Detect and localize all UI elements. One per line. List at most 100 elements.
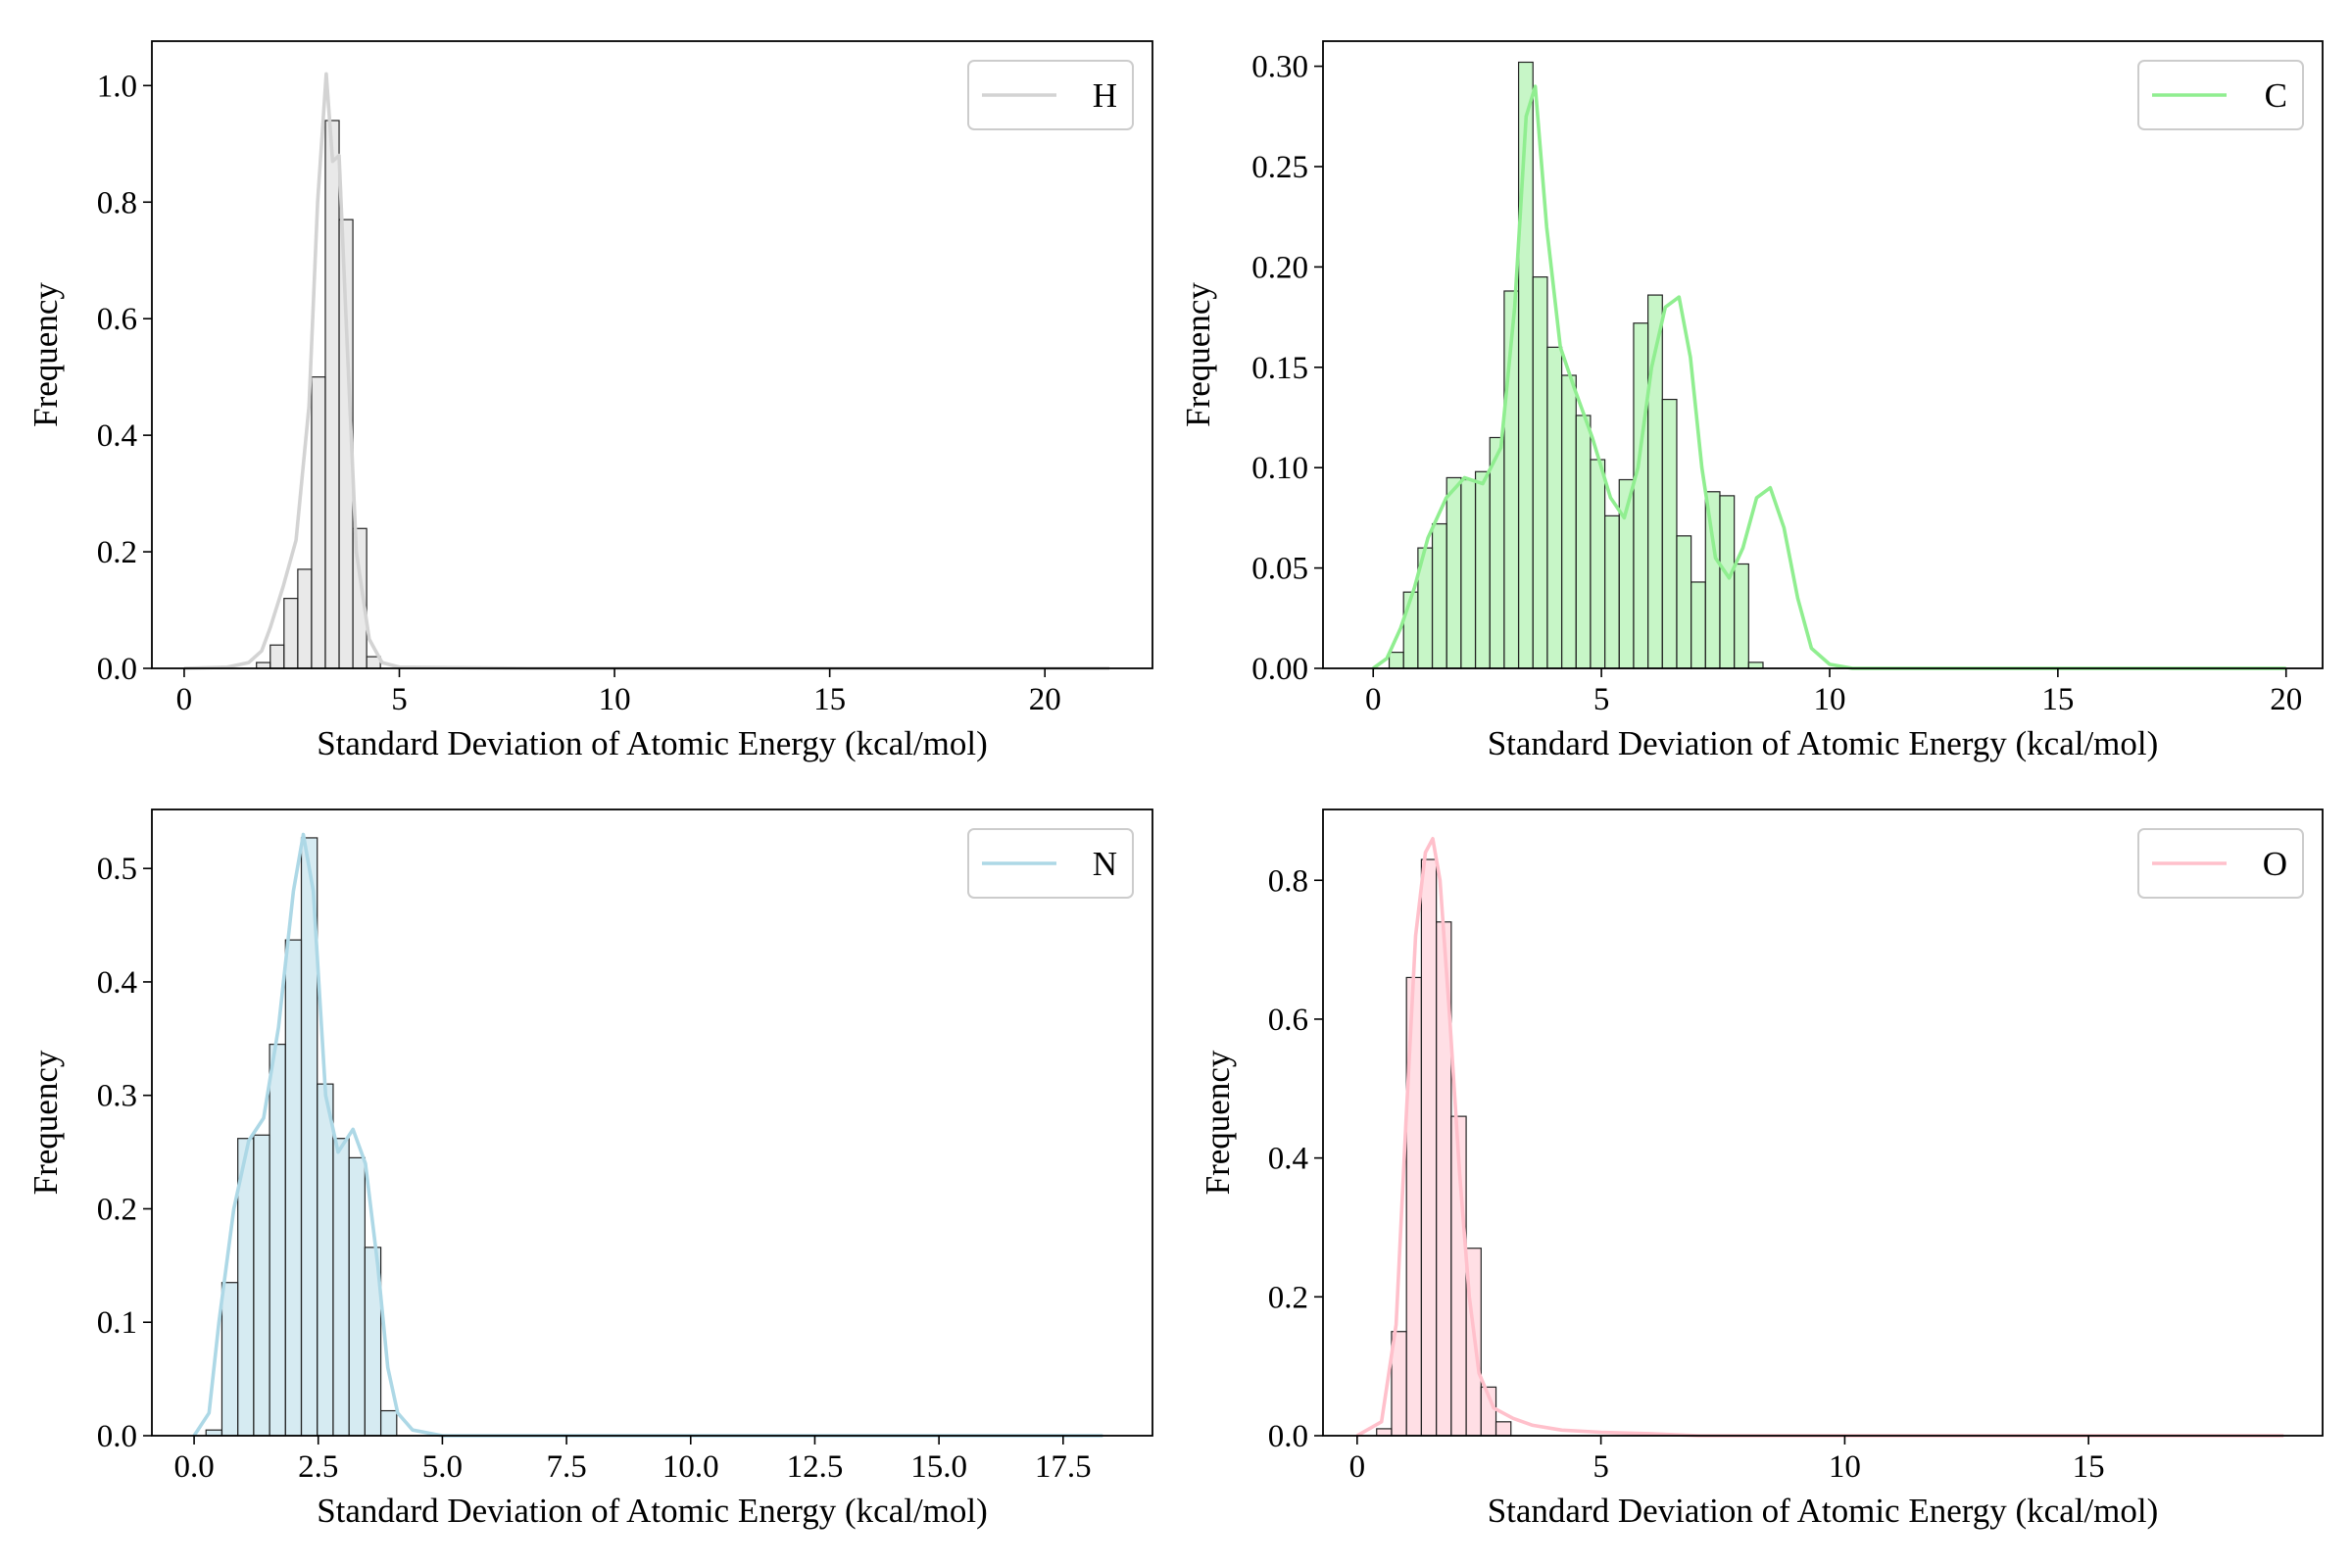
x-axis-label: Standard Deviation of Atomic Energy (kca… (317, 724, 988, 762)
x-tick-label: 15.0 (910, 1449, 967, 1485)
x-tick-label: 10 (1829, 1449, 1861, 1485)
bar (1546, 346, 1563, 669)
legend-label: C (2265, 76, 2287, 115)
y-tick-label: 0.20 (1251, 250, 1308, 285)
y-tick-label: 0.0 (1268, 1419, 1308, 1454)
kde-line (192, 832, 1103, 1438)
bar (324, 120, 340, 669)
bar (1474, 470, 1491, 669)
bar (379, 1409, 398, 1437)
axes-frame (151, 808, 1153, 1437)
histogram-bars (1388, 61, 1764, 669)
y-tick-label: 0.5 (97, 852, 137, 887)
bar (269, 1044, 286, 1437)
bar (1661, 398, 1678, 669)
bar (220, 1282, 239, 1437)
x-axis-label: Standard Deviation of Atomic Energy (kca… (1488, 724, 2159, 762)
x-tick-label: 2.5 (298, 1449, 338, 1485)
legend: O (2137, 828, 2304, 899)
bar (1489, 436, 1505, 669)
y-tick-label: 0.4 (1268, 1142, 1308, 1177)
legend: C (2137, 60, 2304, 130)
bar (1604, 514, 1620, 669)
x-tick-label: 15 (2041, 682, 2074, 717)
x-tick-label: 0.0 (173, 1449, 214, 1485)
histogram-bars (205, 837, 398, 1437)
x-tick-label: 20 (1029, 682, 1061, 717)
axes-frame (1322, 808, 2324, 1437)
bar (317, 1083, 334, 1437)
y-tick-label: 0.4 (97, 418, 137, 454)
subplot-2: 0 5 10 15 20 0.00 0.05 0.10 0.15 0.20 0.25 0.30 Stan… (1179, 40, 2324, 762)
x-tick-label: 10.0 (662, 1449, 719, 1485)
legend: N (967, 828, 1134, 899)
x-tick-label: 20 (2270, 682, 2302, 717)
x-tick-label: 5 (1592, 1449, 1609, 1485)
bar (1494, 1421, 1512, 1437)
bar (332, 1138, 350, 1437)
bar (297, 568, 313, 669)
y-tick-label: 1.0 (97, 69, 137, 104)
subplot-3: 0.0 2.5 5.0 7.5 10.0 12.5 15.0 17.5 0.0 0.1 0.2 0.3… (26, 808, 1153, 1530)
x-tick-label: 5 (391, 682, 408, 717)
x-tick-label: 10 (599, 682, 631, 717)
bar (1532, 276, 1548, 669)
bar (1376, 1428, 1393, 1437)
bar (1704, 491, 1721, 669)
bar (311, 376, 326, 669)
axes-frame (1322, 40, 2324, 669)
y-tick-label: 0.0 (97, 652, 137, 687)
y-tick-label: 0.30 (1251, 50, 1308, 85)
y-tick-label: 0.1 (97, 1305, 137, 1341)
y-axis-label: Frequency (26, 1050, 65, 1195)
bar (348, 1156, 366, 1437)
y-tick-label: 0.0 (97, 1419, 137, 1454)
bar (1590, 459, 1606, 669)
x-tick-label: 10 (1813, 682, 1845, 717)
bar (283, 598, 299, 669)
x-tick-label: 12.5 (787, 1449, 844, 1485)
bar (1575, 415, 1592, 669)
x-tick-label: 0 (1349, 1449, 1366, 1485)
bar (1734, 563, 1749, 669)
x-tick-label: 15 (813, 682, 846, 717)
y-axis-label: Frequency (26, 282, 65, 427)
y-tick-label: 0.2 (97, 1192, 137, 1227)
bar (1719, 495, 1736, 669)
y-tick-label: 0.4 (97, 965, 137, 1001)
kde-line (1355, 836, 2284, 1438)
kde-line (1372, 84, 2286, 670)
x-axis-label: Standard Deviation of Atomic Energy (kca… (1488, 1492, 2159, 1530)
bar (1460, 478, 1477, 669)
y-tick-label: 0.25 (1251, 150, 1308, 185)
x-tick-label: 5 (1593, 682, 1610, 717)
y-tick-label: 0.6 (1268, 1003, 1308, 1038)
bar (253, 1134, 270, 1437)
subplot-4: 0 5 10 15 0.0 0.2 0.4 0.6 0.8 Standard Deviation … (1199, 808, 2324, 1530)
y-tick-label: 0.05 (1251, 552, 1308, 587)
bar (1388, 652, 1404, 669)
bar (1747, 662, 1764, 669)
bar (1420, 858, 1438, 1437)
y-axis-label: Frequency (1199, 1050, 1237, 1195)
x-tick-label: 7.5 (546, 1449, 586, 1485)
x-tick-label: 0 (176, 682, 193, 717)
bar (1633, 322, 1649, 669)
bar (284, 939, 303, 1437)
y-tick-label: 0.2 (97, 535, 137, 570)
y-tick-label: 0.8 (97, 185, 137, 220)
y-tick-label: 0.15 (1251, 351, 1308, 386)
bar (1517, 61, 1534, 669)
kde-line (183, 72, 1110, 670)
y-axis-label: Frequency (1179, 282, 1217, 427)
y-tick-label: 0.8 (1268, 863, 1308, 899)
y-tick-label: 0.3 (97, 1079, 137, 1114)
x-tick-label: 17.5 (1035, 1449, 1092, 1485)
bar (270, 644, 285, 669)
bar (1690, 581, 1706, 669)
bar (1676, 535, 1692, 669)
y-tick-label: 0.6 (97, 302, 137, 337)
x-tick-label: 0 (1365, 682, 1382, 717)
bar (1446, 476, 1462, 669)
x-axis-label: Standard Deviation of Atomic Energy (kca… (317, 1492, 988, 1530)
